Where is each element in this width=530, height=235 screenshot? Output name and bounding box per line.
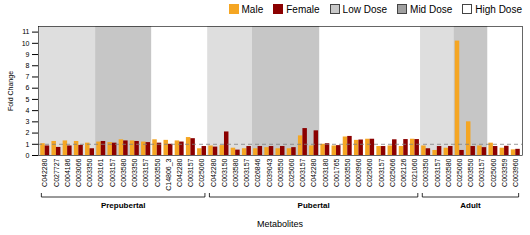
svg-text:C003180: C003180: [322, 158, 329, 187]
svg-text:3: 3: [26, 118, 30, 125]
svg-text:C003359: C003359: [501, 158, 508, 187]
html-text:High Dose: High Dose: [475, 3, 522, 15]
svg-text:C025066: C025066: [389, 158, 396, 187]
svg-text:C026846: C026846: [254, 158, 261, 187]
svg-text:C003580: C003580: [445, 158, 452, 187]
html-text:Female: Female: [286, 3, 320, 15]
svg-text:C003157: C003157: [243, 158, 250, 187]
svg-text:C021060: C021060: [411, 158, 418, 187]
svg-text:C025060: C025060: [456, 158, 463, 187]
svg-text:0: 0: [26, 152, 30, 159]
svg-text:C003550: C003550: [467, 158, 474, 187]
svg-text:C003150: C003150: [221, 158, 228, 187]
svg-text:C062126: C062126: [400, 158, 407, 187]
svg-text:C003580: C003580: [120, 158, 127, 187]
svg-text:Adult: Adult: [460, 201, 481, 210]
svg-text:C039043: C039043: [266, 158, 273, 187]
svg-text:C003550: C003550: [277, 158, 284, 187]
svg-text:C025060: C025060: [490, 158, 497, 187]
svg-text:C027727: C027727: [53, 158, 60, 187]
svg-text:C003350: C003350: [422, 158, 429, 187]
svg-text:C025060: C025060: [288, 158, 295, 187]
svg-text:C003550: C003550: [344, 158, 351, 187]
html-text:Low Dose: Low Dose: [342, 3, 387, 15]
svg-text:5: 5: [26, 96, 30, 103]
svg-text:C025060: C025060: [198, 158, 205, 187]
svg-text:C042280: C042280: [310, 158, 317, 187]
svg-text:Prepubertal: Prepubertal: [101, 201, 145, 210]
svg-text:C003350: C003350: [86, 158, 93, 187]
svg-text:C003157: C003157: [434, 158, 441, 187]
svg-text:C003157: C003157: [109, 158, 116, 187]
svg-text:C003580: C003580: [232, 158, 239, 187]
svg-text:C003161: C003161: [97, 158, 104, 187]
svg-text:C003157: C003157: [142, 158, 149, 187]
svg-text:C003066: C003066: [75, 158, 82, 187]
html-text:Male: Male: [241, 3, 264, 15]
svg-text:C003157: C003157: [187, 158, 194, 187]
svg-text:C003550: C003550: [153, 158, 160, 187]
svg-text:C025060: C025060: [366, 158, 373, 187]
svg-text:11: 11: [22, 28, 29, 35]
svg-text:C042280: C042280: [210, 158, 217, 187]
svg-text:C003157: C003157: [299, 158, 306, 187]
svg-text:8: 8: [26, 62, 30, 69]
svg-text:4: 4: [26, 107, 30, 114]
svg-text:9: 9: [26, 51, 30, 58]
svg-text:C003960: C003960: [512, 158, 519, 187]
svg-text:Metabolites: Metabolites: [257, 219, 304, 229]
svg-text:C14806_3: C14806_3: [165, 158, 173, 190]
svg-text:C003157: C003157: [378, 158, 385, 187]
html-text:Mid Dose: Mid Dose: [410, 3, 453, 15]
svg-text:C003960: C003960: [355, 158, 362, 187]
svg-text:Pubertal: Pubertal: [298, 201, 330, 210]
svg-text:1: 1: [26, 141, 30, 148]
svg-text:C042280: C042280: [176, 158, 183, 187]
svg-text:C004186: C004186: [64, 158, 71, 187]
svg-text:Fold Change: Fold Change: [7, 71, 15, 111]
svg-text:C003350: C003350: [131, 158, 138, 187]
svg-text:2: 2: [26, 129, 30, 136]
svg-text:10: 10: [22, 40, 30, 47]
svg-text:C001765: C001765: [333, 158, 340, 187]
svg-text:6: 6: [26, 84, 30, 91]
svg-text:7: 7: [26, 73, 30, 80]
svg-text:C003157: C003157: [478, 158, 485, 187]
svg-text:C042280: C042280: [41, 158, 48, 187]
